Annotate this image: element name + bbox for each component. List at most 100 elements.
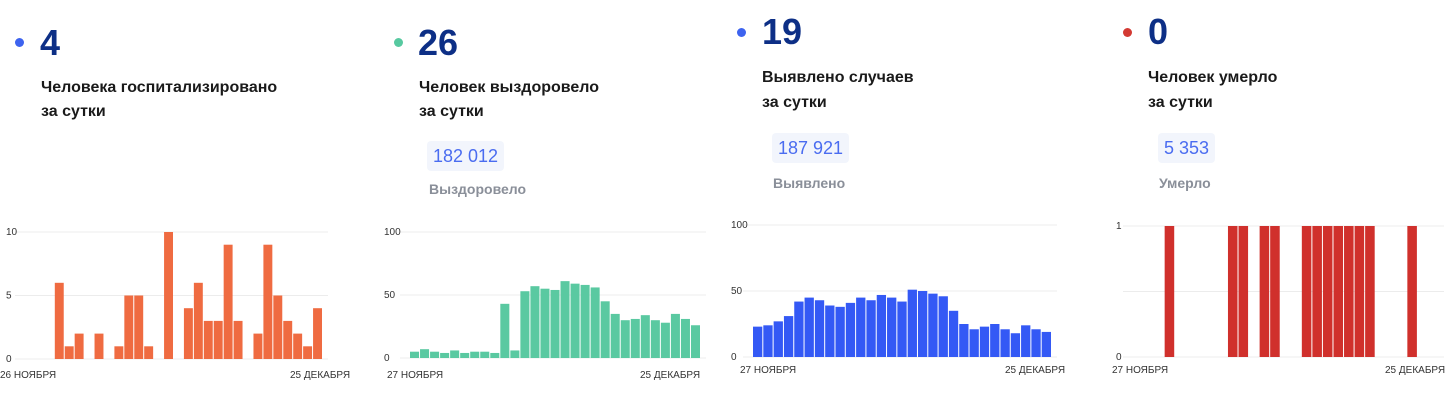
bar bbox=[783, 316, 794, 357]
bar bbox=[1031, 329, 1041, 357]
y-tick-label: 100 bbox=[384, 227, 401, 238]
bar bbox=[959, 324, 969, 357]
bar bbox=[773, 321, 783, 357]
y-tick-label: 0 bbox=[6, 354, 12, 365]
x-start-label: 27 НОЯБРЯ bbox=[387, 370, 443, 381]
bar bbox=[600, 301, 610, 358]
bar bbox=[134, 295, 144, 359]
bar bbox=[233, 320, 243, 359]
bar bbox=[510, 350, 520, 358]
bar bbox=[948, 310, 959, 357]
bar bbox=[660, 322, 670, 358]
y-tick-label: 50 bbox=[384, 290, 396, 301]
bar bbox=[283, 320, 293, 359]
bar bbox=[520, 291, 530, 358]
bar bbox=[620, 320, 630, 358]
status-dot bbox=[15, 38, 24, 47]
card-label-line2: за сутки bbox=[1148, 94, 1213, 111]
card-cases: 19 Выявлено случаев за сутки 187 921 Выя… bbox=[731, 11, 1065, 377]
bar bbox=[825, 305, 835, 357]
bar bbox=[114, 346, 124, 359]
total-caption: Выявлено bbox=[773, 175, 846, 191]
status-dot bbox=[1123, 28, 1132, 37]
card-label-line2: за сутки bbox=[41, 103, 106, 120]
bar bbox=[580, 284, 590, 358]
bar bbox=[928, 293, 938, 357]
bar bbox=[866, 300, 876, 357]
card-label-line1: Человек выздоровело bbox=[419, 79, 600, 96]
bar bbox=[470, 351, 480, 358]
bar bbox=[490, 352, 500, 358]
daily-value: 26 bbox=[418, 22, 459, 63]
bar bbox=[273, 295, 283, 359]
bar bbox=[313, 308, 322, 359]
bar bbox=[690, 325, 700, 358]
bar bbox=[54, 282, 64, 359]
bar bbox=[680, 318, 690, 358]
bar bbox=[253, 333, 263, 359]
bar bbox=[430, 351, 440, 358]
bar bbox=[480, 351, 490, 358]
bar bbox=[763, 325, 773, 357]
bar bbox=[794, 301, 804, 357]
y-tick-label: 50 bbox=[731, 286, 743, 297]
bar bbox=[856, 297, 866, 357]
bar bbox=[650, 320, 660, 358]
y-tick-label: 100 bbox=[731, 220, 748, 231]
card-label-line1: Выявлено случаев bbox=[762, 69, 914, 86]
bar bbox=[670, 313, 680, 358]
bar bbox=[804, 297, 814, 357]
bar bbox=[213, 320, 223, 359]
bar bbox=[94, 333, 104, 359]
bar bbox=[897, 301, 907, 357]
bar bbox=[969, 329, 979, 357]
bar bbox=[814, 300, 825, 357]
bar bbox=[540, 288, 550, 358]
bar bbox=[460, 352, 470, 358]
x-start-label: 27 НОЯБРЯ bbox=[740, 365, 796, 376]
bar bbox=[450, 350, 460, 358]
bar bbox=[1344, 226, 1354, 357]
bar bbox=[263, 244, 273, 359]
x-end-label: 25 ДЕКАБРЯ bbox=[290, 370, 350, 381]
bar bbox=[1010, 333, 1021, 357]
bar bbox=[887, 297, 897, 357]
status-dot bbox=[394, 38, 403, 47]
y-tick-label: 1 bbox=[1116, 221, 1122, 232]
bar bbox=[1365, 226, 1375, 357]
bar bbox=[550, 289, 560, 358]
daily-value: 19 bbox=[762, 11, 803, 52]
bar bbox=[990, 324, 1000, 357]
bar bbox=[1322, 226, 1333, 357]
total-badge: 5 353 bbox=[1158, 133, 1216, 163]
total-badge: 187 921 bbox=[772, 133, 850, 163]
bar bbox=[1259, 226, 1270, 357]
daily-value: 4 bbox=[40, 22, 61, 63]
bar bbox=[440, 352, 450, 358]
y-tick-label: 10 bbox=[6, 227, 18, 238]
bar bbox=[1041, 331, 1051, 357]
card-label-line1: Человек умерло bbox=[1148, 69, 1278, 86]
card-recovered: 26 Человек выздоровело за сутки 182 012 … bbox=[0, 0, 720, 400]
x-end-label: 25 ДЕКАБРЯ bbox=[640, 370, 700, 381]
bar bbox=[753, 326, 763, 357]
y-tick-label: 0 bbox=[731, 352, 737, 363]
bar bbox=[1000, 329, 1010, 357]
bar bbox=[144, 346, 154, 359]
bar bbox=[303, 346, 313, 359]
bar bbox=[1270, 226, 1280, 357]
card-hospitalized: 4 Человека госпитализировано за сутки 0 5… bbox=[0, 0, 360, 400]
bar bbox=[223, 244, 233, 359]
bar bbox=[1238, 226, 1249, 357]
x-end-label: 25 ДЕКАБРЯ bbox=[1005, 365, 1065, 376]
status-dot bbox=[737, 28, 746, 37]
bar bbox=[917, 291, 928, 357]
bar bbox=[845, 302, 856, 357]
x-end-label: 25 ДЕКАБРЯ bbox=[1385, 365, 1445, 376]
bar bbox=[203, 320, 213, 359]
card-label-line2: за сутки bbox=[419, 103, 484, 120]
bar bbox=[590, 287, 600, 358]
